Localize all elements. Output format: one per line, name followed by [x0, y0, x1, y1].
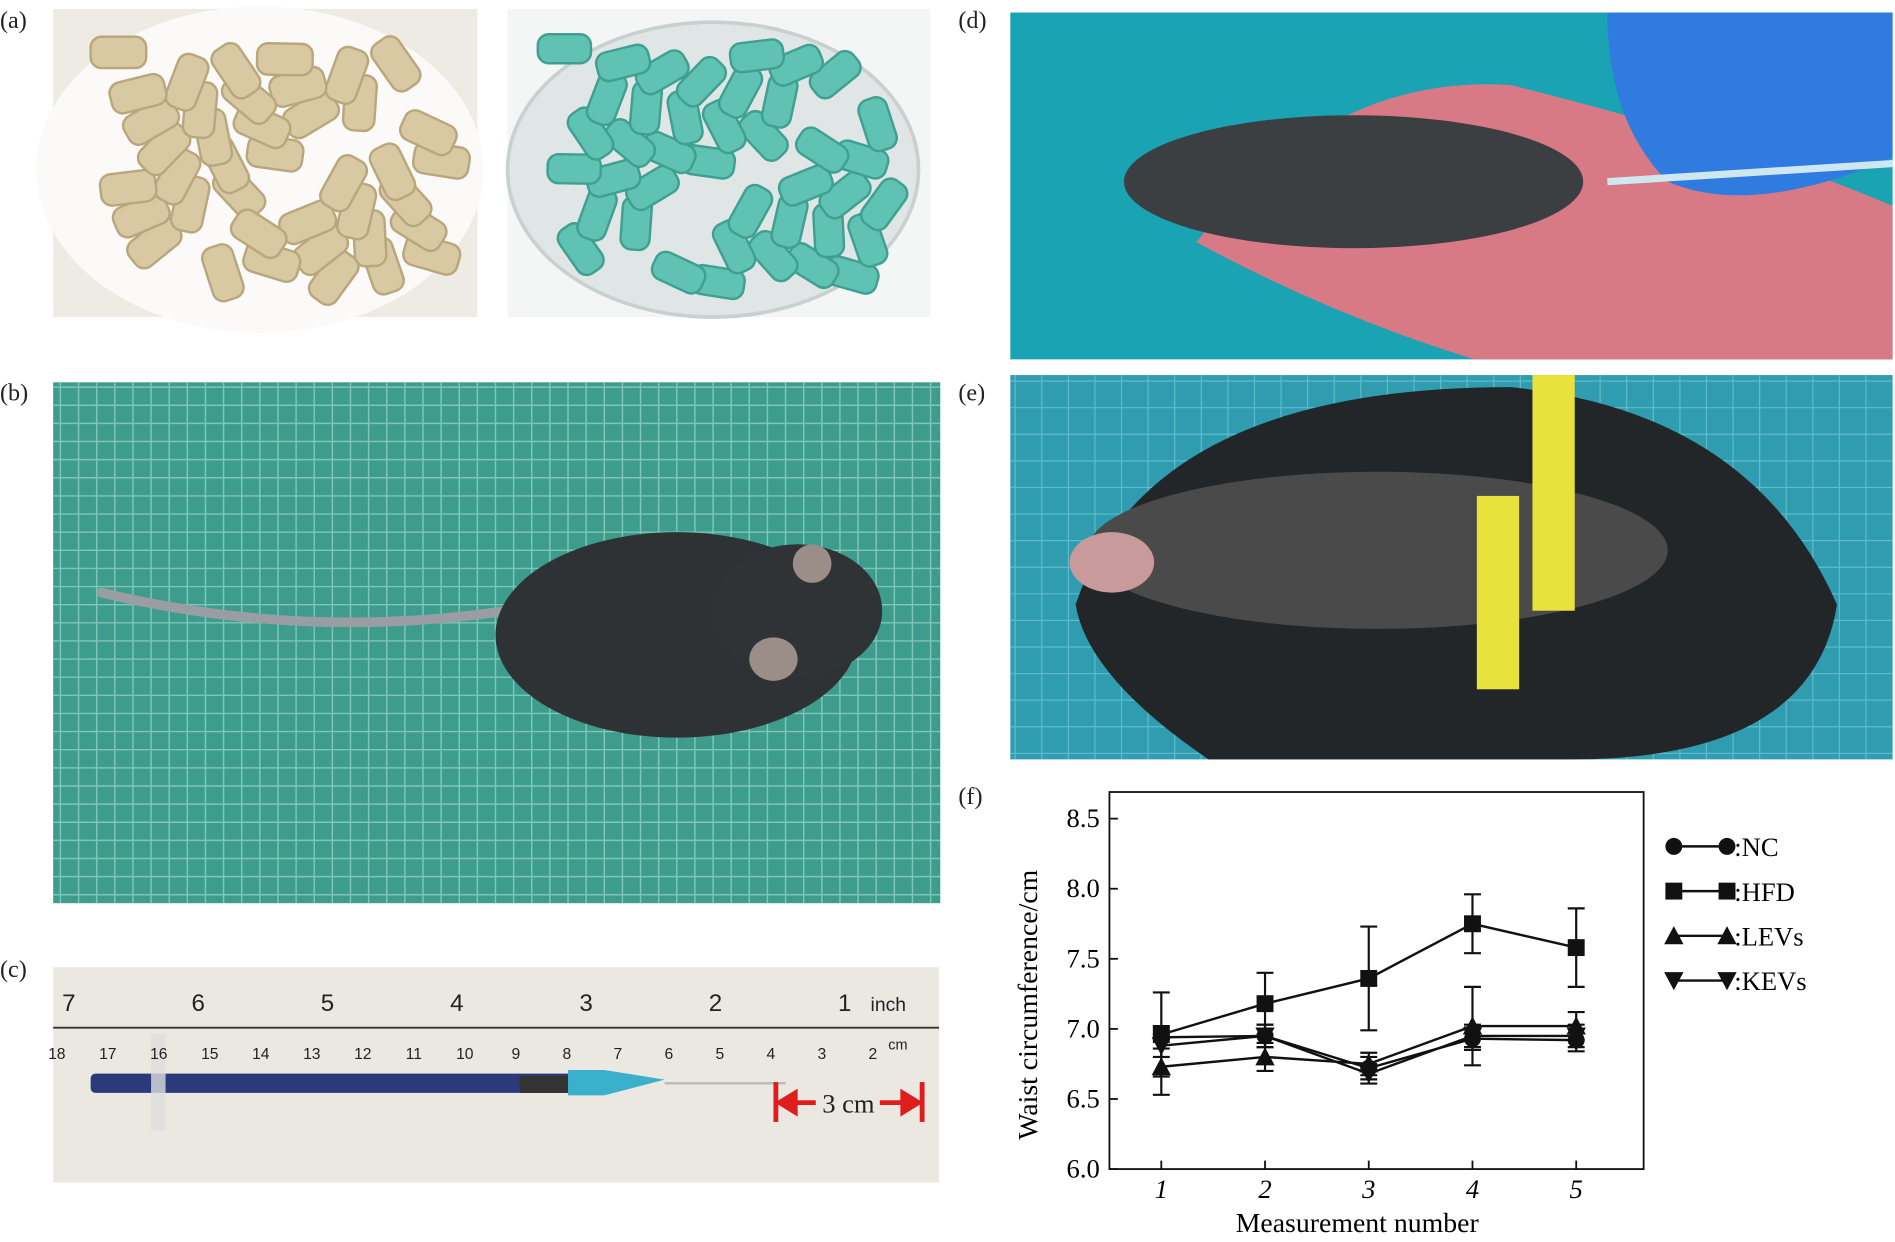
marker — [1151, 1057, 1171, 1076]
x-tick-label: 2 — [1258, 1174, 1271, 1204]
marker — [1360, 969, 1378, 987]
ruler-cm-number: 11 — [406, 1046, 422, 1063]
panel-label: (c) — [0, 956, 27, 983]
ruler-cm-number: 17 — [99, 1046, 116, 1063]
marker — [1566, 1027, 1586, 1046]
marker — [1151, 1037, 1171, 1056]
y-tick-label: 8.5 — [1067, 803, 1100, 833]
photo-pellets-green — [505, 8, 931, 319]
y-tick-label: 6.5 — [1067, 1083, 1100, 1113]
ruler-inch-number: 5 — [321, 990, 334, 1017]
ruler-cm-number: 13 — [303, 1046, 321, 1063]
x-axis-label: Measurement number — [1236, 1208, 1479, 1239]
x-tick-label: 3 — [1361, 1174, 1375, 1204]
ruler-cm-unit: cm — [888, 1037, 907, 1053]
ruler-cm-number: 14 — [252, 1046, 270, 1063]
y-axis-label: Waist circumference/cm — [1013, 869, 1044, 1139]
panel-label: (f) — [958, 783, 982, 810]
marker — [1462, 1027, 1483, 1046]
ruler-cm-number: 4 — [766, 1046, 775, 1063]
panel-label: (b) — [0, 379, 28, 406]
legend-label: :HFD — [1734, 877, 1795, 907]
photo-mouse-mat — [53, 382, 941, 904]
marker — [1464, 915, 1481, 933]
legend-label: :LEVs — [1734, 921, 1803, 951]
ruler-cm-number: 16 — [150, 1046, 168, 1063]
legend-marker — [1718, 882, 1736, 900]
ruler-inch-number: 4 — [450, 990, 463, 1017]
ruler-annotation: 3 cm — [822, 1088, 875, 1118]
legend-label: :KEVs — [1734, 966, 1806, 996]
photo-pellets-plain — [36, 6, 484, 333]
ruler-inch-number: 3 — [579, 990, 592, 1017]
x-tick-label: 4 — [1466, 1174, 1479, 1204]
ruler-inch-number: 1 — [838, 990, 851, 1017]
ruler-inch-number: 6 — [191, 990, 204, 1017]
ruler-cm-number: 2 — [868, 1046, 877, 1063]
x-tick-label: 5 — [1570, 1174, 1583, 1204]
marker — [1256, 995, 1274, 1013]
ruler-cm-number: 10 — [456, 1046, 474, 1063]
ruler-cm-number: 9 — [511, 1046, 520, 1063]
x-tick-label: 1 — [1155, 1174, 1168, 1204]
panel-label: (a) — [0, 7, 27, 34]
legend-marker — [1717, 972, 1737, 991]
marker — [1567, 939, 1585, 957]
ruler-cm-number: 18 — [48, 1046, 66, 1063]
legend-marker — [1664, 926, 1684, 945]
ruler-inch-number: 7 — [62, 990, 75, 1017]
y-tick-label: 8.0 — [1067, 873, 1100, 903]
legend-marker — [1718, 837, 1736, 855]
marker — [1359, 1065, 1379, 1084]
photo-waist — [1010, 375, 1893, 760]
marker — [1255, 1047, 1275, 1066]
ruler-cm-number: 12 — [354, 1046, 371, 1063]
legend-marker — [1665, 882, 1683, 900]
ruler-cm-number: 15 — [201, 1046, 219, 1063]
y-tick-label: 7.5 — [1067, 943, 1100, 973]
legend-marker — [1717, 926, 1737, 945]
legend-label: :NC — [1734, 832, 1778, 862]
ruler-cm-number: 7 — [613, 1046, 622, 1063]
y-tick-label: 7.0 — [1067, 1013, 1100, 1043]
ruler-cm-number: 3 — [817, 1046, 826, 1063]
panel-label: (d) — [958, 7, 986, 34]
line-chart: 6.0 6.5 7.0 7.5 8.0 8.5 1 2 3 4 5 Measurement numbe… — [1013, 791, 1807, 1239]
marker — [1255, 1027, 1275, 1046]
photo-gavage — [1010, 12, 1893, 360]
ruler-cm-number: 6 — [664, 1046, 673, 1063]
legend-marker — [1664, 972, 1684, 991]
ruler-cm-number: 5 — [715, 1046, 724, 1063]
panel-label: (e) — [958, 379, 985, 406]
plot-frame — [1108, 791, 1645, 1170]
y-tick-label: 6.0 — [1067, 1154, 1100, 1184]
legend-marker — [1665, 837, 1683, 855]
ruler-inch-number: 2 — [709, 990, 722, 1017]
ruler-inch-unit: inch — [871, 995, 906, 1016]
ruler-cm-number: 8 — [562, 1046, 571, 1063]
